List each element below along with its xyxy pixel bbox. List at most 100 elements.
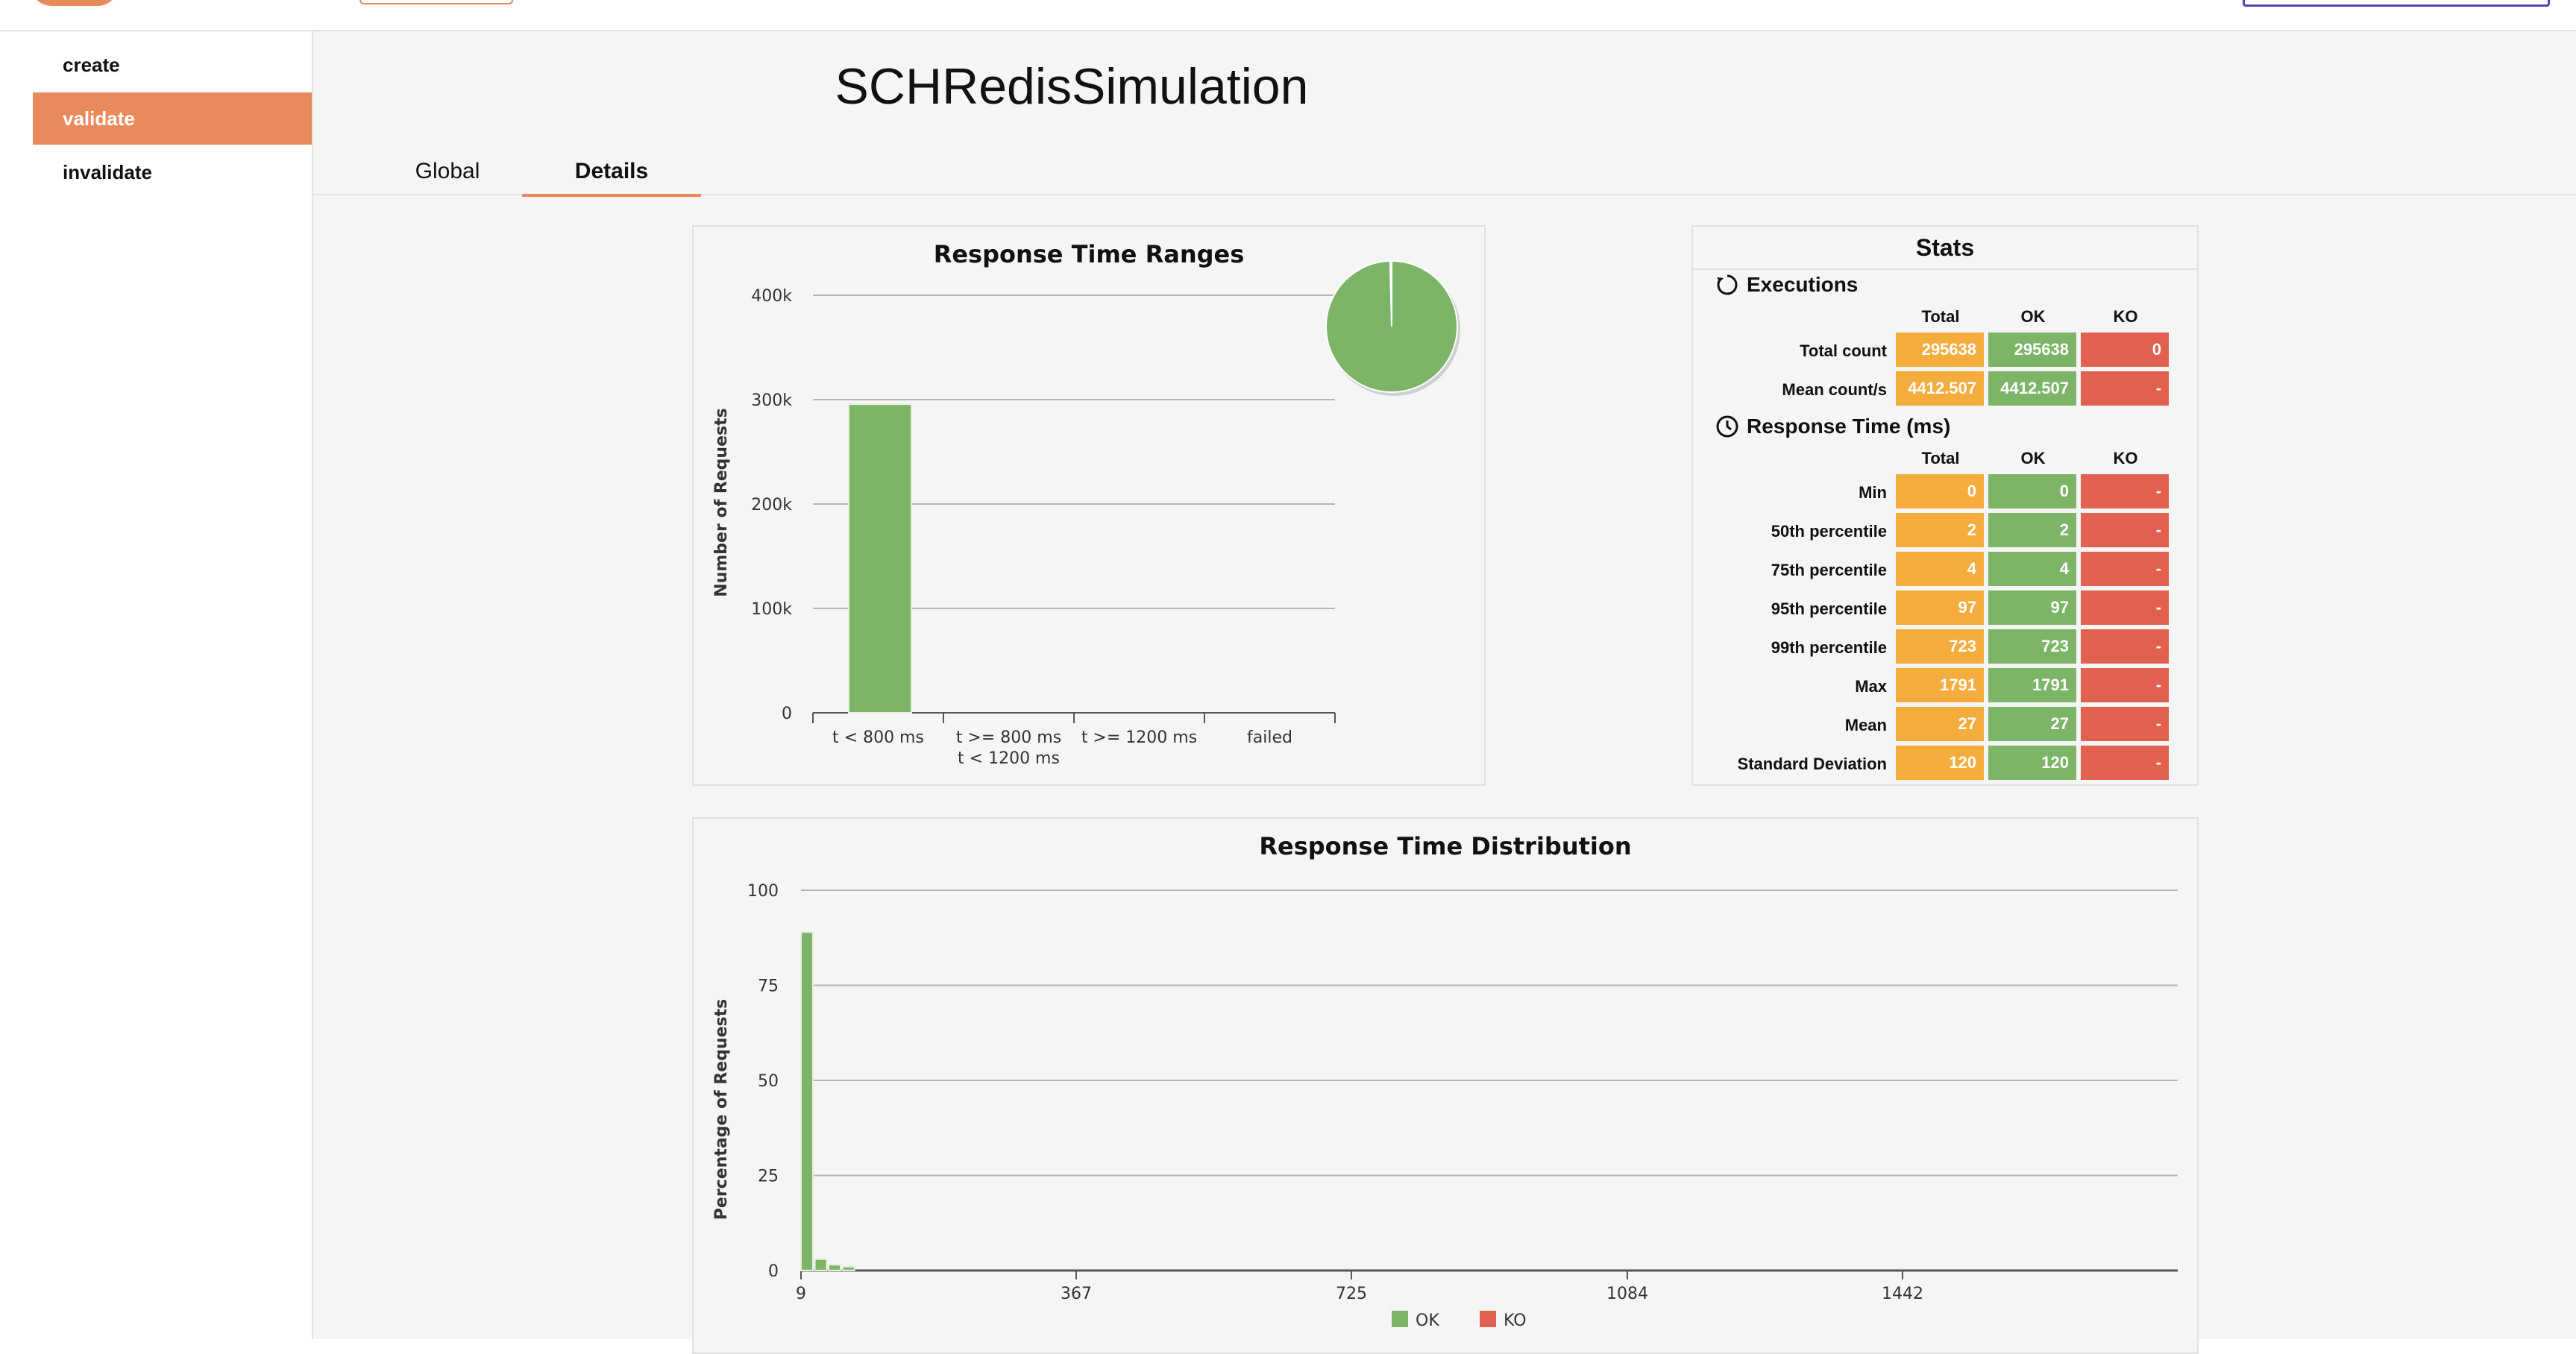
- ranges-category-label: t < 800 ms: [832, 728, 924, 747]
- distribution-bar: [828, 1264, 842, 1271]
- response-time-label: Response Time (ms): [1747, 415, 1951, 438]
- stats-cell-ok: 120: [1988, 746, 2076, 780]
- distribution-xtick-label: 725: [1336, 1285, 1367, 1303]
- page-title: SCHRedisSimulation: [835, 58, 1309, 115]
- ranges-ylabel: Number of Requests: [712, 408, 731, 596]
- executions-label: Executions: [1747, 273, 1859, 296]
- response-time-distribution-panel: Response Time Distribution Percentage of…: [692, 817, 2199, 1354]
- distribution-ytick-label: 0: [768, 1262, 779, 1281]
- executions-section-header: Executions: [1715, 273, 1858, 297]
- legend-ok-swatch[interactable]: [1392, 1311, 1408, 1327]
- stats-cell-ko: -: [2081, 552, 2169, 586]
- stats-col-header: KO: [2113, 449, 2138, 467]
- stats-row-label: Min: [1859, 483, 1887, 502]
- tab-bar: Global Details: [313, 149, 2576, 197]
- stats-row-label: 95th percentile: [1771, 599, 1887, 618]
- ranges-ytick-label: 200k: [751, 496, 792, 514]
- ranges-ytick-label: 100k: [751, 600, 792, 619]
- distribution-bar: [814, 1258, 828, 1272]
- stats-title: Stats: [1693, 227, 2197, 270]
- sidebar: create validate invalidate: [0, 31, 313, 1339]
- ranges-category-label: t >= 800 ms t < 1200 ms: [956, 728, 1061, 768]
- stats-cell-ok: 295638: [1988, 333, 2076, 367]
- distribution-chart: Percentage of Requests 0 25 50 75 100 9 367 725…: [712, 882, 2178, 1330]
- clock-icon: [1716, 415, 1738, 438]
- stats-cell-total: 97: [1896, 591, 1984, 625]
- main-content: SCHRedisSimulation Global Details Respon…: [313, 31, 2576, 1354]
- stats-row-label: 50th percentile: [1771, 522, 1887, 541]
- stats-col-header: KO: [2113, 307, 2138, 326]
- stats-row-label: Standard Deviation: [1737, 755, 1887, 773]
- stats-cell-ok: 1791: [1988, 668, 2076, 702]
- stats-cell-ko: -: [2081, 371, 2169, 406]
- stats-row-label: Max: [1855, 677, 1887, 696]
- stats-cell-ko: -: [2081, 513, 2169, 547]
- ranges-ytick-label: 0: [782, 705, 792, 723]
- ranges-category-label: failed: [1247, 728, 1292, 747]
- stats-cell-total: 1791: [1896, 668, 1984, 702]
- stats-cell-ko: -: [2081, 746, 2169, 780]
- ranges-bar: [848, 403, 912, 714]
- stats-row-label: Mean count/s: [1782, 380, 1887, 399]
- response-time-ranges-panel: Response Time Ranges Number of Requests …: [692, 225, 1486, 786]
- stats-cell-ok: 2: [1988, 513, 2076, 547]
- stats-cell-ok: 27: [1988, 707, 2076, 741]
- top-bar: [0, 0, 2576, 31]
- distribution-ytick-label: 50: [758, 1072, 779, 1091]
- stats-cell-total: 295638: [1896, 333, 1984, 367]
- top-nav-box[interactable]: [359, 0, 513, 4]
- stats-cell-total: 0: [1896, 474, 1984, 508]
- stats-cell-ko: -: [2081, 591, 2169, 625]
- stats-cell-total: 120: [1896, 746, 1984, 780]
- distribution-chart-title: Response Time Distribution: [1259, 832, 1632, 860]
- stats-cell-total: 4: [1896, 552, 1984, 586]
- stats-cell-ok: 723: [1988, 629, 2076, 664]
- stats-col-header: OK: [2020, 449, 2046, 467]
- stats-cell-ko: -: [2081, 668, 2169, 702]
- legend-ko-swatch[interactable]: [1480, 1311, 1496, 1327]
- top-search-box[interactable]: [2243, 0, 2550, 7]
- legend-ok-label[interactable]: OK: [1416, 1312, 1439, 1330]
- sidebar-item-create[interactable]: create: [63, 54, 120, 76]
- pie-slice: [1389, 259, 1392, 327]
- distribution-ytick-label: 75: [758, 977, 779, 996]
- stats-col-header: Total: [1921, 307, 1960, 326]
- distribution-xtick-label: 367: [1061, 1285, 1092, 1303]
- tab-details[interactable]: Details: [522, 149, 701, 197]
- stats-cell-total: 2: [1896, 513, 1984, 547]
- stats-cell-ok: 0: [1988, 474, 2076, 508]
- stats-cell-ko: -: [2081, 707, 2169, 741]
- distribution-bar: [800, 931, 814, 1271]
- logo-icon: [30, 0, 119, 6]
- legend-ko-label[interactable]: KO: [1504, 1312, 1527, 1330]
- ranges-ytick-label: 300k: [751, 391, 792, 410]
- tab-global[interactable]: Global: [415, 159, 480, 183]
- stats-cell-total: 4412.507: [1896, 371, 1984, 406]
- distribution-xtick-label: 1084: [1606, 1285, 1648, 1303]
- distribution-xtick-label: 1442: [1882, 1285, 1923, 1303]
- response-time-section-header: Response Time (ms): [1715, 415, 1950, 438]
- stats-cell-ko: 0: [2081, 333, 2169, 367]
- ranges-category-label: t >= 1200 ms: [1081, 728, 1197, 747]
- refresh-icon: [1717, 274, 1738, 295]
- distribution-ylabel: Percentage of Requests: [712, 999, 731, 1220]
- distribution-xtick-label: 9: [796, 1285, 806, 1303]
- ranges-ytick-label: 400k: [751, 287, 792, 306]
- stats-cell-ko: -: [2081, 474, 2169, 508]
- stats-cell-ok: 97: [1988, 591, 2076, 625]
- stats-row-label: Mean: [1844, 716, 1887, 734]
- ranges-chart: Number of Requests 0 100k 200k 300k 400k t <…: [712, 259, 1460, 768]
- stats-panel: Stats Executions Response Time (ms) Tota…: [1691, 225, 2199, 786]
- stats-row-label: Total count: [1800, 341, 1887, 360]
- stats-col-header: OK: [2020, 307, 2046, 326]
- stats-col-header: Total: [1921, 449, 1960, 467]
- sidebar-item-validate[interactable]: validate: [33, 92, 312, 145]
- sidebar-item-invalidate[interactable]: invalidate: [63, 161, 152, 183]
- stats-cell-ko: -: [2081, 629, 2169, 664]
- stats-cell-total: 27: [1896, 707, 1984, 741]
- stats-row-label: 75th percentile: [1771, 561, 1887, 579]
- stats-row-label: 99th percentile: [1771, 638, 1887, 657]
- distribution-ytick-label: 100: [747, 882, 779, 901]
- stats-cell-ok: 4: [1988, 552, 2076, 586]
- distribution-bar: [841, 1265, 855, 1272]
